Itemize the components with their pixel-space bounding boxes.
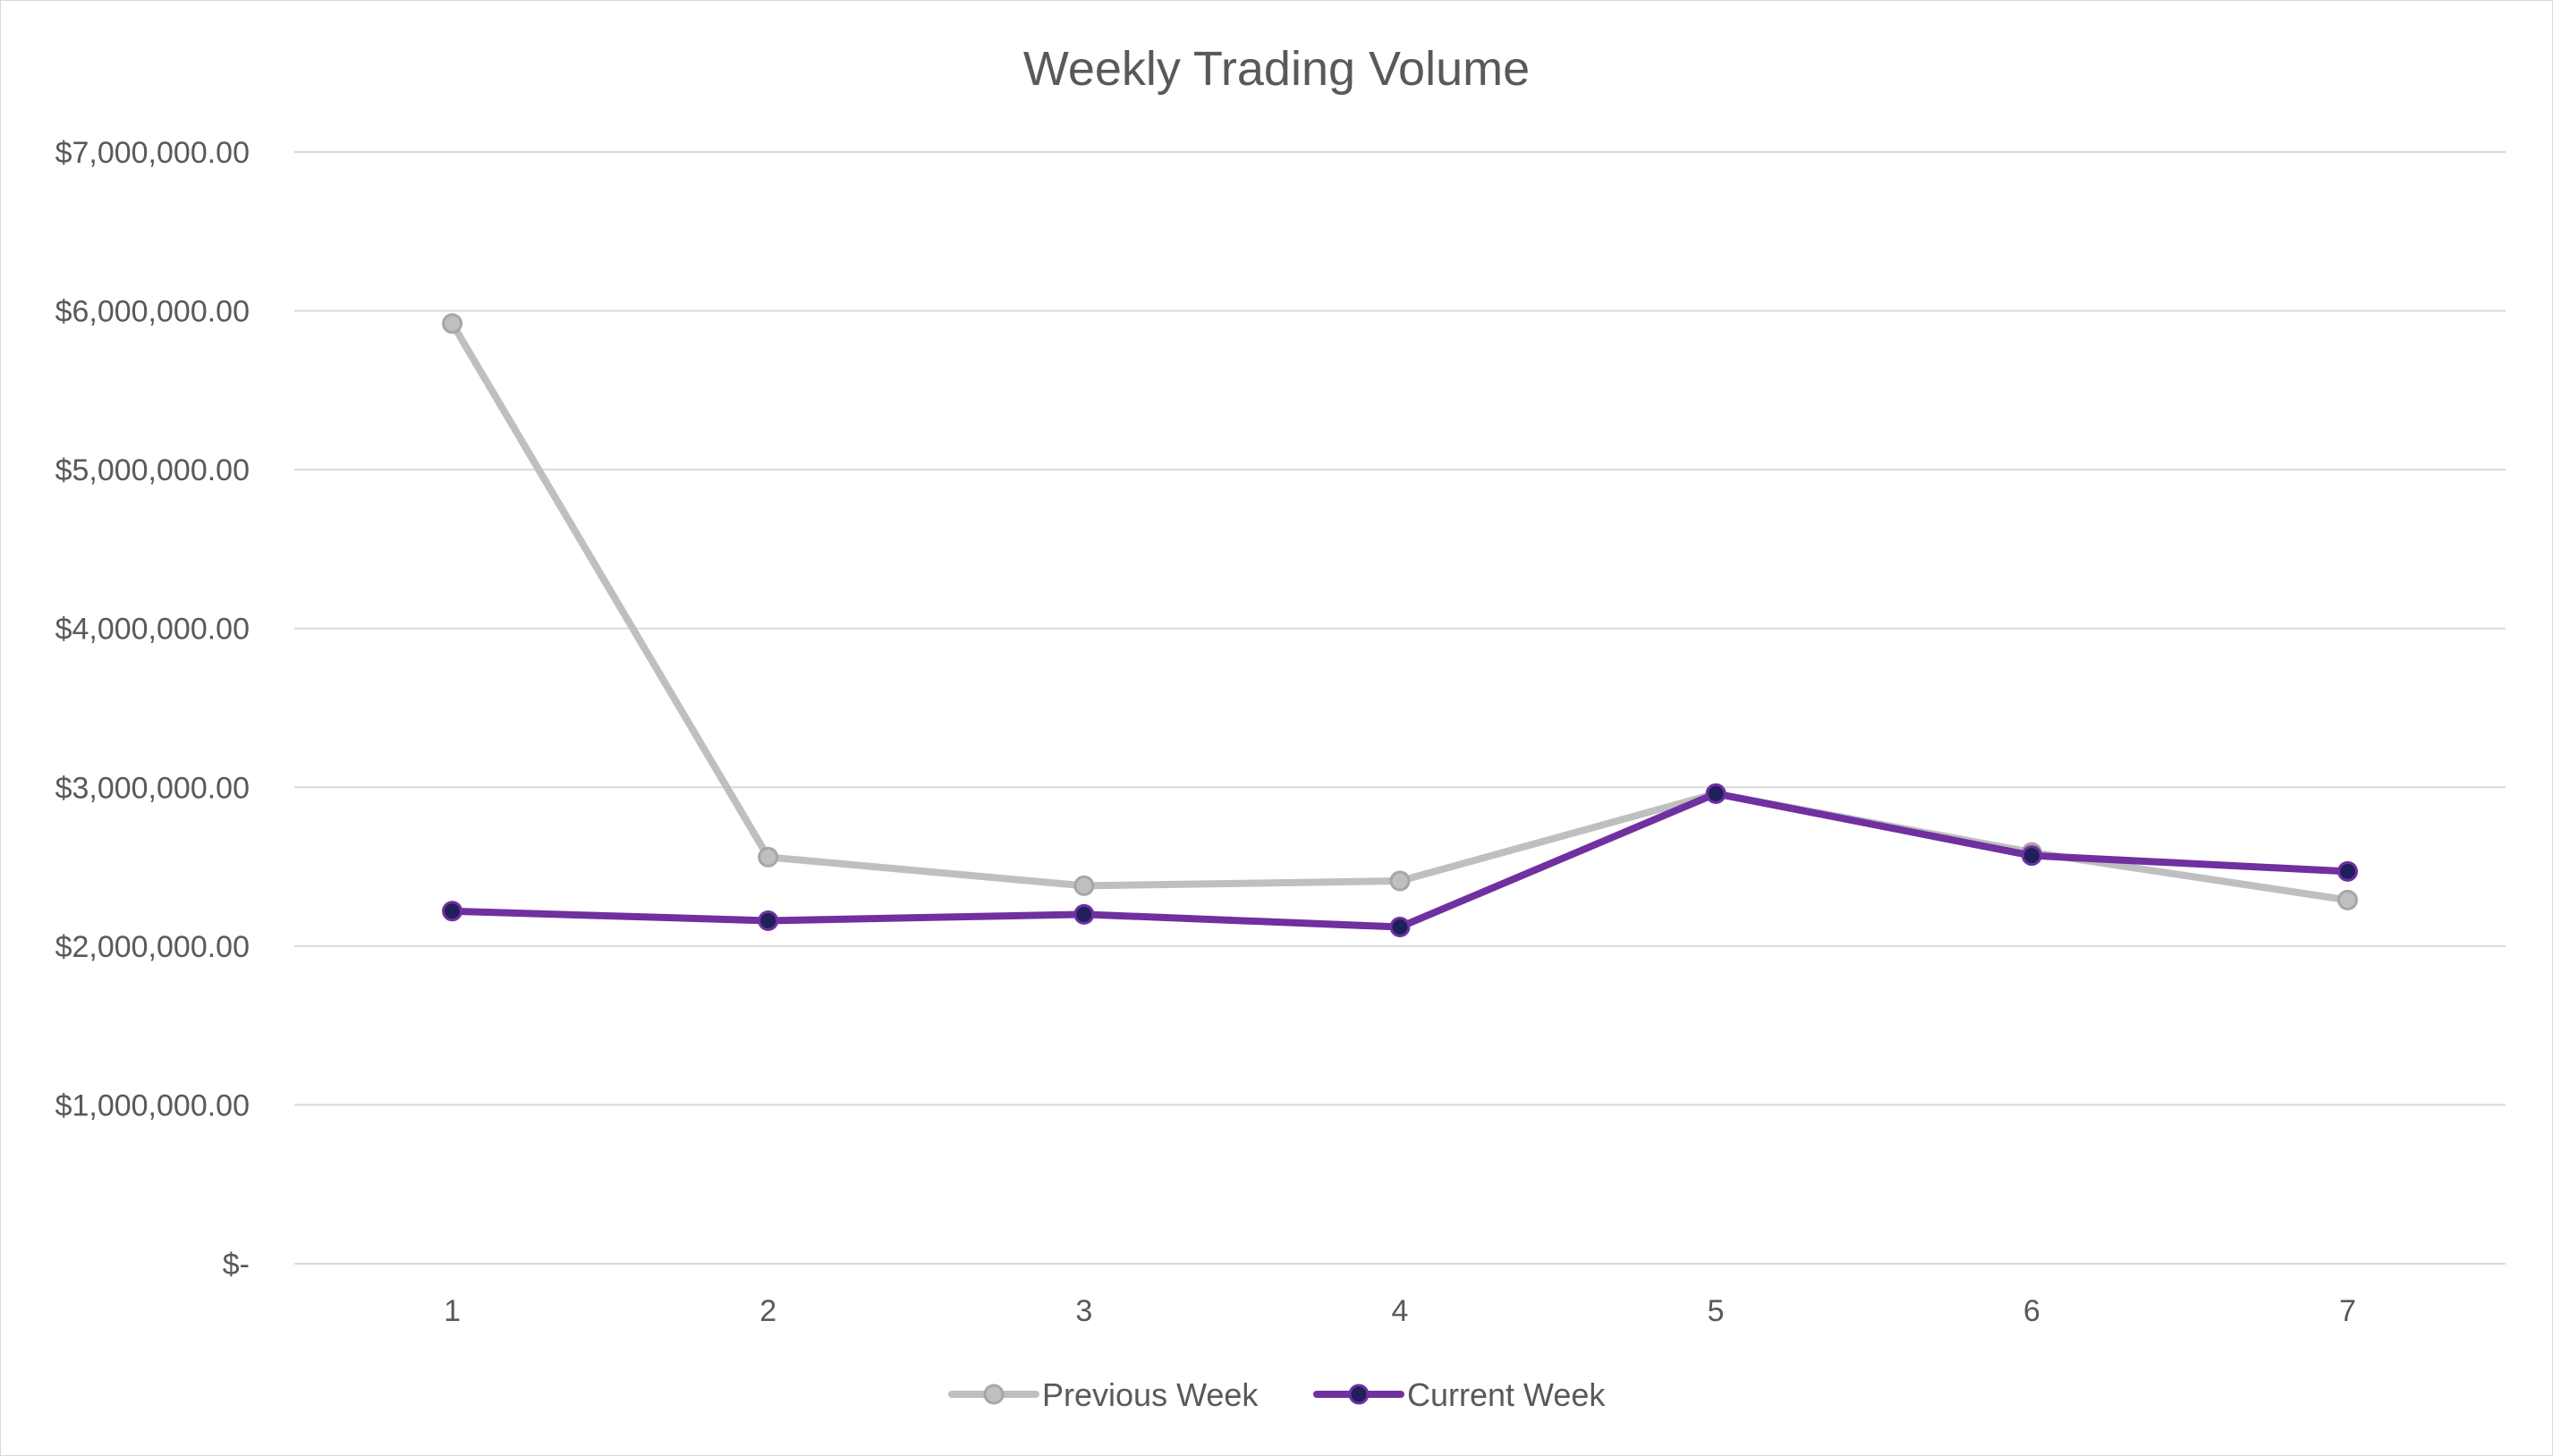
x-tick-label: 2 [759,1294,776,1328]
data-point-previous-week [442,313,463,334]
chart-title: Weekly Trading Volume [1023,42,1530,96]
data-point-previous-week [1389,870,1411,892]
data-point-current-week [1073,903,1095,925]
data-point-current-week [758,910,779,931]
x-tick-label: 7 [2339,1294,2356,1328]
x-tick-label: 4 [1392,1294,1409,1328]
y-tick-label: $1,000,000.00 [55,1088,250,1122]
gridlines [294,151,2506,1265]
legend-label: Previous Week [1042,1376,1259,1413]
series-line-current-week [448,790,2352,931]
y-tick-label: $5,000,000.00 [55,453,250,487]
x-axis-tick-labels: 1 2 3 4 5 6 7 [444,1294,2356,1328]
data-point-current-week [2021,845,2042,867]
y-tick-label: $3,000,000.00 [55,771,250,805]
series-current-week [442,783,2358,938]
legend-label: Current Week [1407,1376,1606,1413]
x-tick-label: 6 [2023,1294,2040,1328]
series-lines [442,313,2358,938]
series-line-previous-week [448,319,2352,904]
legend-item-previous-week: Previous Week [948,1376,1259,1413]
x-tick-label: 1 [444,1294,461,1328]
data-point-previous-week [758,846,779,868]
legend: Previous Week Current Week [948,1376,1606,1413]
legend-swatch-marker [983,1384,1005,1405]
series-previous-week [442,313,2358,910]
legend-swatch-marker [1348,1384,1370,1405]
data-point-current-week [1389,917,1411,938]
y-tick-label: $7,000,000.00 [55,136,250,170]
y-tick-label: $2,000,000.00 [55,930,250,964]
y-tick-label: $6,000,000.00 [55,295,250,329]
data-point-previous-week [1073,875,1095,896]
y-tick-label: $4,000,000.00 [55,613,250,647]
x-tick-label: 3 [1075,1294,1092,1328]
data-point-current-week [2337,860,2358,882]
y-tick-label: $- [223,1248,250,1282]
data-point-current-week [442,901,463,922]
y-axis-tick-labels: $- $1,000,000.00 $2,000,000.00 $3,000,000.0… [55,136,250,1282]
legend-item-current-week: Current Week [1313,1376,1606,1413]
data-point-current-week [1705,783,1726,804]
data-point-previous-week [2337,889,2358,910]
x-tick-label: 5 [1708,1294,1725,1328]
